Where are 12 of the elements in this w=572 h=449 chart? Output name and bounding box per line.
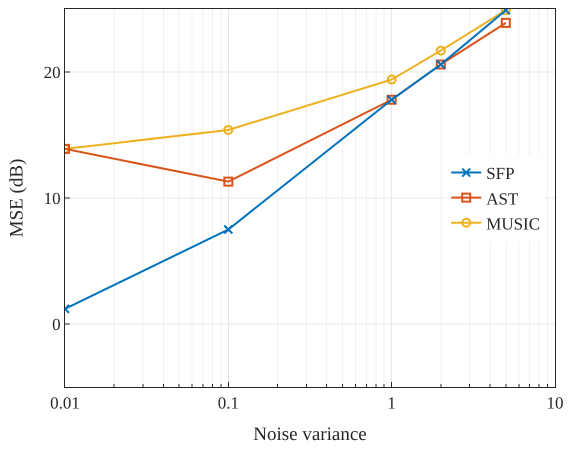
y-tick-label: 0 [52, 314, 61, 334]
legend-label: SFP [486, 164, 515, 184]
y-tick-label: 10 [44, 188, 61, 208]
x-tick-label: 1 [387, 393, 396, 412]
x-tick-label: 0.01 [50, 393, 80, 412]
y-tick-label: 20 [44, 62, 61, 82]
y-axis-title: MSE (dB) [6, 158, 28, 238]
legend-label: MUSIC [486, 214, 540, 234]
x-axis-title: Noise variance [253, 424, 367, 446]
x-tick-label: 0.1 [218, 393, 239, 412]
x-tick-label: 10 [546, 393, 564, 412]
legend-label: AST [486, 189, 519, 208]
